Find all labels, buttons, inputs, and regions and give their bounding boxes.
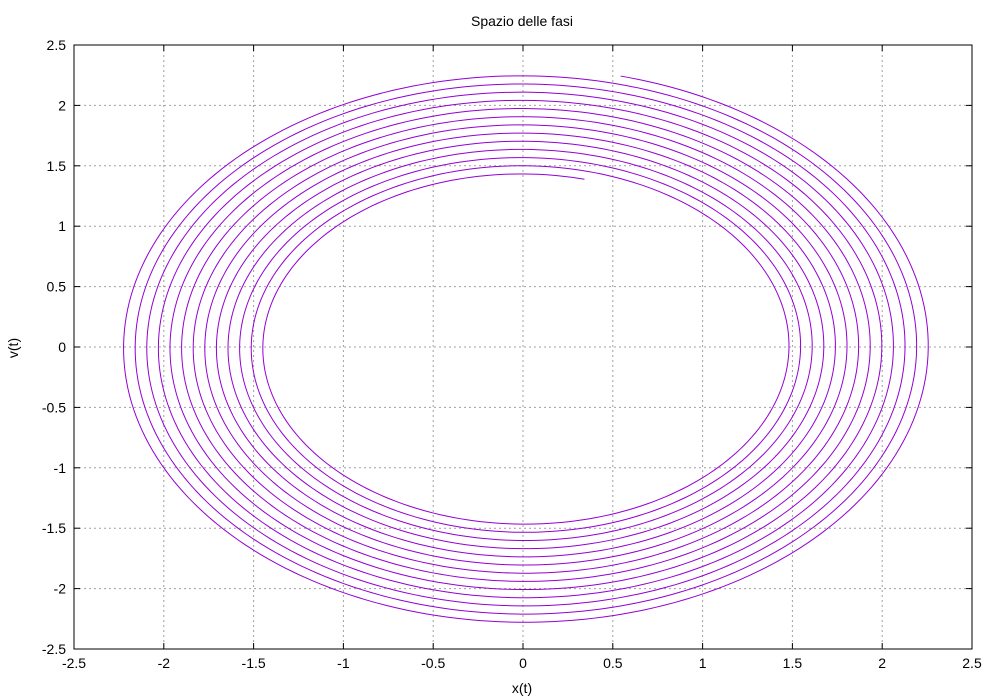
y-tick-label: -1.5 — [42, 520, 66, 536]
x-tick-label: -2 — [158, 655, 171, 671]
grid-layer — [74, 45, 972, 649]
x-tick-label: 2.5 — [962, 655, 982, 671]
y-tick-label: 1.5 — [47, 158, 67, 174]
y-tick-label: -2.5 — [42, 641, 66, 657]
phase-trajectory-line — [123, 75, 929, 623]
y-tick-label: 0 — [58, 339, 66, 355]
chart-title: Spazio delle fasi — [471, 13, 573, 29]
y-tick-label: 2 — [58, 97, 66, 113]
x-tick-label: -1 — [337, 655, 350, 671]
series-layer — [123, 75, 929, 623]
x-tick-label: 1.5 — [783, 655, 803, 671]
tick-layer: -2.5 -2 -1.5 -1 -0.5 0 0.5 1 1.5 2 2.5 -2.5 -2 -1.5 -1… — [42, 37, 982, 671]
y-tick-label: 1 — [58, 218, 66, 234]
x-tick-label: 0 — [519, 655, 527, 671]
y-axis-label: v(t) — [5, 338, 21, 358]
y-tick-label: 2.5 — [47, 37, 67, 53]
y-tick-label: 0.5 — [47, 279, 67, 295]
y-tick-label: -1 — [54, 460, 67, 476]
x-tick-label: -2.5 — [62, 655, 86, 671]
x-tick-label: -1.5 — [242, 655, 266, 671]
x-axis-label: x(t) — [512, 680, 532, 696]
x-tick-label: -0.5 — [421, 655, 445, 671]
y-tick-label: -0.5 — [42, 399, 66, 415]
y-tick-label: -2 — [54, 581, 67, 597]
plot-frame — [73, 44, 973, 650]
x-tick-label: 1 — [699, 655, 707, 671]
x-tick-label: 2 — [878, 655, 886, 671]
x-tick-label: 0.5 — [603, 655, 623, 671]
